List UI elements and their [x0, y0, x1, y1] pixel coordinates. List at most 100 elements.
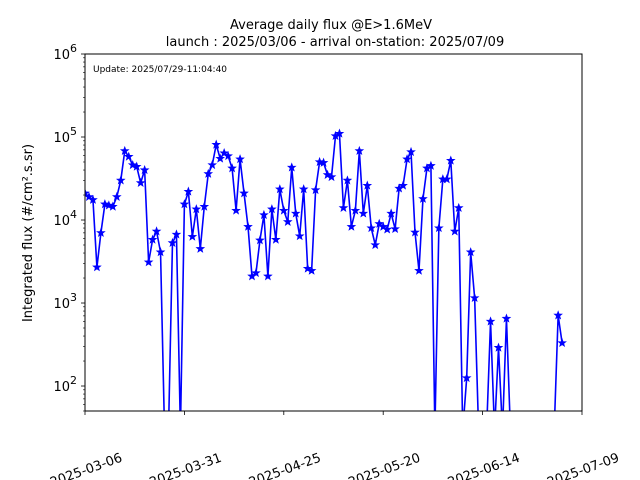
- y-minor-ticks: [83, 57, 85, 412]
- data-point: [326, 171, 337, 182]
- data-point: [235, 154, 245, 164]
- y-tick-label: 105: [53, 125, 77, 146]
- data-point: [398, 180, 408, 190]
- y-axis-label: Integrated flux (#/cm².s.sr): [21, 144, 36, 322]
- data-point: [418, 193, 428, 203]
- data-point: [155, 247, 166, 257]
- data-point: [85, 188, 90, 198]
- data-point: [426, 160, 436, 170]
- data-point: [131, 161, 142, 171]
- data-point: [370, 239, 381, 250]
- data-point: [286, 162, 297, 172]
- y-tick-base: 10: [53, 131, 70, 146]
- y-tick-base: 10: [53, 48, 70, 63]
- data-point: [445, 155, 456, 165]
- data-point: [171, 229, 182, 239]
- data-point: [243, 221, 253, 231]
- y-tick-label: 103: [53, 291, 77, 312]
- data-point: [251, 267, 261, 278]
- update-annotation: Update: 2025/07/29-11:04:40: [93, 65, 227, 75]
- data-point: [382, 224, 392, 234]
- data-point: [318, 157, 329, 167]
- data-point: [108, 201, 118, 211]
- data-point: [449, 226, 460, 236]
- data-point: [282, 216, 293, 226]
- data-point: [402, 154, 412, 164]
- data-point: [139, 164, 150, 175]
- y-tick-label: 102: [53, 374, 77, 395]
- data-point: [346, 221, 357, 231]
- data-point: [104, 200, 114, 210]
- data-point: [278, 205, 289, 215]
- data-point: [231, 205, 241, 215]
- data-point: [199, 201, 210, 211]
- data-point: [179, 199, 190, 209]
- data-point: [410, 227, 420, 237]
- y-tick-exponent: 3: [70, 291, 77, 304]
- data-point: [358, 208, 369, 218]
- data-point: [239, 188, 249, 198]
- data-point: [390, 223, 400, 234]
- y-tick-base: 10: [53, 214, 70, 229]
- data-layer: [85, 128, 567, 411]
- data-point: [334, 128, 345, 138]
- plot-frame: [84, 53, 583, 412]
- data-point: [271, 234, 281, 244]
- data-point: [167, 237, 178, 247]
- y-tick-base: 10: [53, 380, 70, 395]
- data-point: [298, 184, 309, 194]
- data-point: [302, 263, 313, 273]
- data-point: [501, 313, 512, 323]
- y-tick-exponent: 5: [70, 125, 77, 138]
- data-point: [135, 177, 146, 187]
- data-point: [366, 222, 377, 233]
- data-point: [259, 209, 269, 220]
- data-point: [187, 231, 198, 241]
- data-point: [434, 222, 444, 233]
- data-point: [92, 262, 102, 272]
- data-point: [338, 202, 349, 212]
- data-point: [322, 169, 333, 179]
- data-point: [362, 180, 373, 190]
- data-point: [111, 191, 122, 201]
- data-point: [294, 231, 305, 241]
- chart-subtitle: launch : 2025/03/06 - arrival on-station…: [166, 35, 504, 50]
- data-point: [127, 159, 138, 170]
- chart-title: Average daily flux @E>1.6MeV: [230, 18, 432, 33]
- data-point: [290, 208, 301, 218]
- data-point: [485, 316, 496, 326]
- data-point: [342, 175, 353, 185]
- y-tick-base: 10: [53, 297, 70, 312]
- data-point: [115, 175, 126, 185]
- data-point: [350, 205, 361, 215]
- data-point: [119, 145, 130, 155]
- data-point: [414, 265, 424, 275]
- data-point: [215, 153, 225, 163]
- y-tick-exponent: 6: [70, 42, 77, 55]
- data-point: [469, 292, 480, 303]
- data-point: [310, 184, 321, 195]
- data-point: [306, 265, 317, 275]
- data-point: [88, 194, 98, 204]
- y-tick-label: 104: [53, 208, 77, 229]
- data-point: [354, 145, 365, 155]
- data-point: [267, 204, 277, 214]
- data-point: [207, 159, 218, 170]
- data-point: [275, 184, 285, 194]
- data-point: [183, 186, 194, 196]
- data-point: [453, 202, 464, 212]
- data-point: [557, 337, 567, 348]
- data-point: [203, 168, 214, 178]
- data-point: [96, 227, 106, 237]
- data-point: [143, 257, 154, 267]
- y-tick-exponent: 4: [70, 208, 77, 221]
- data-point: [151, 226, 162, 236]
- data-point: [442, 174, 452, 184]
- data-point: [191, 204, 202, 214]
- data-point: [263, 271, 273, 281]
- data-point: [223, 150, 233, 161]
- data-point: [227, 163, 237, 173]
